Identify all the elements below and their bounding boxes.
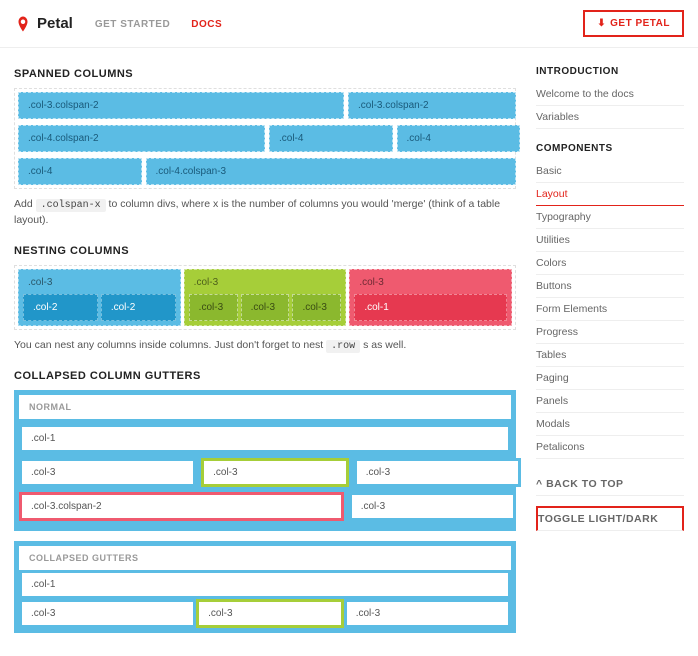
grid-cell: .col-3.colspan-2 [348,92,516,119]
nest-outer-label: .col-3 [354,274,507,294]
sidebar-link[interactable]: Colors [536,252,684,275]
sidebar-link[interactable]: Form Elements [536,298,684,321]
nest-inner-cell: .col-3 [241,294,290,321]
grid-cell: .col-4 [397,125,521,152]
nest-inner-cell: .col-1 [354,294,507,321]
nav-docs[interactable]: DOCS [191,19,222,30]
brand-name: Petal [37,15,73,32]
sidebar-link[interactable]: Buttons [536,275,684,298]
sidebar-link[interactable]: Utilities [536,229,684,252]
collapsed-cell: .col-3 [349,492,516,521]
collapsed-subheader: NORMAL [19,395,511,419]
spanned-note: Add .colspan-x to column divs, where x i… [14,197,516,229]
spanned-title: SPANNED COLUMNS [14,68,516,80]
code-row: .row [326,340,360,353]
code-colspan: .colspan-x [36,199,106,212]
collapsed-cell: .col-3 [354,458,521,487]
sidebar-link[interactable]: Petalicons [536,436,684,459]
nest-outer: .col-3.col-3.col-3.col-3 [184,269,347,326]
nav-get-started[interactable]: GET STARTED [95,19,170,30]
collapsed-block: COLLAPSED GUTTERS.col-1.col-3.col-3.col-… [14,541,516,633]
download-icon: ⬇ [597,18,606,29]
collapsed-cell: .col-3 [201,458,349,487]
collapsed-cell: .col-1 [19,424,511,453]
sidebar-link[interactable]: Modals [536,413,684,436]
sidebar-link[interactable]: Panels [536,390,684,413]
nest-outer-label: .col-3 [189,274,342,294]
back-to-top-link[interactable]: BACK TO TOP [536,473,684,496]
collapsed-block: NORMAL.col-1.col-3.col-3.col-3.col-3.col… [14,390,516,531]
nest-outer: .col-3.col-1 [349,269,512,326]
topbar: Petal GET STARTED DOCS ⬇GET PETAL [0,0,698,48]
collapsed-cell: .col-3 [344,599,511,628]
sidebar-link[interactable]: Tables [536,344,684,367]
sidebar: INTRODUCTION Welcome to the docsVariable… [536,62,684,643]
get-petal-button[interactable]: ⬇GET PETAL [583,10,684,37]
toggle-theme-button[interactable]: TOGGLE LIGHT/DARK [536,506,684,531]
nest-inner-cell: .col-3 [292,294,341,321]
grid-cell: .col-4.colspan-2 [18,125,265,152]
sidebar-link[interactable]: Basic [536,160,684,183]
nesting-title: NESTING COLUMNS [14,245,516,257]
sidebar-intro-title: INTRODUCTION [536,66,684,77]
collapsed-cell: .col-3 [19,458,196,487]
nesting-note: You can nest any columns inside columns.… [14,338,516,354]
nest-outer-label: .col-3 [23,274,176,294]
sidebar-link[interactable]: Progress [536,321,684,344]
collapsed-cell: .col-3 [196,599,344,628]
nest-inner-cell: .col-3 [189,294,238,321]
nest-outer: .col-3.col-2.col-2 [18,269,181,326]
nest-inner-cell: .col-2 [101,294,176,321]
collapsed-title: COLLAPSED COLUMN GUTTERS [14,370,516,382]
spanned-demo: .col-3.colspan-2.col-3.colspan-2.col-4.c… [14,88,516,189]
sidebar-link[interactable]: Welcome to the docs [536,83,684,106]
top-nav: GET STARTED DOCS [95,18,240,30]
sidebar-link[interactable]: Layout [536,183,684,206]
grid-cell: .col-4 [269,125,393,152]
sidebar-link[interactable]: Variables [536,106,684,129]
collapsed-subheader: COLLAPSED GUTTERS [19,546,511,570]
main-content: SPANNED COLUMNS .col-3.colspan-2.col-3.c… [14,62,536,643]
collapsed-cell: .col-3.colspan-2 [19,492,344,521]
sidebar-link[interactable]: Paging [536,367,684,390]
grid-cell: .col-4.colspan-3 [146,158,517,185]
collapsed-cell: .col-3 [19,599,196,628]
petal-icon [14,15,32,33]
grid-cell: .col-3.colspan-2 [18,92,344,119]
collapsed-cell: .col-1 [19,570,511,599]
logo[interactable]: Petal [14,15,73,33]
nest-inner-cell: .col-2 [23,294,98,321]
nesting-demo: .col-3.col-2.col-2.col-3.col-3.col-3.col… [14,265,516,330]
sidebar-link[interactable]: Typography [536,206,684,229]
sidebar-components-title: COMPONENTS [536,143,684,154]
grid-cell: .col-4 [18,158,142,185]
